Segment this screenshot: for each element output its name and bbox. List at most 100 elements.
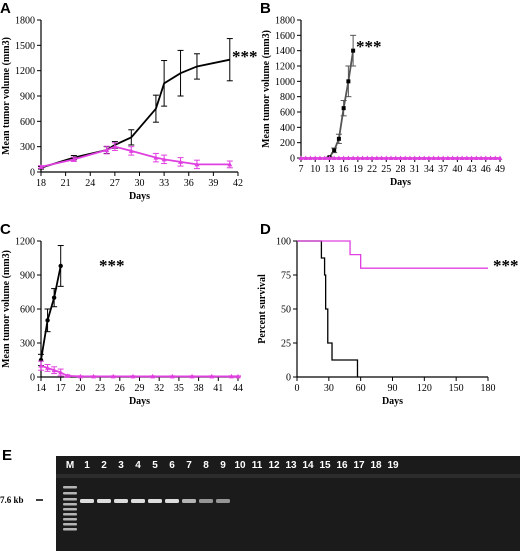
- data-point: [350, 155, 356, 160]
- chart-d: 0 25 50 75 100 0 30 60 90 120 150 180 Days Percent su…: [257, 237, 519, 408]
- lane-label: 7: [186, 460, 192, 471]
- data-point: [104, 147, 110, 153]
- lane-label: 13: [285, 460, 297, 471]
- x-tick-label: 120: [417, 383, 432, 394]
- series-1: [38, 360, 241, 379]
- series-0: [38, 38, 233, 170]
- x-axis-title: Days: [129, 191, 150, 202]
- panel-label-a: A: [0, 0, 11, 17]
- panel-label-d: D: [260, 221, 271, 238]
- series-line: [40, 364, 238, 378]
- x-tick-label: 27: [110, 178, 120, 189]
- y-tick-label: 600: [280, 108, 295, 119]
- dna-band: [80, 499, 94, 503]
- data-point: [421, 155, 427, 160]
- x-tick-label: 30: [135, 178, 145, 189]
- lane-label: 5: [152, 460, 158, 471]
- series-line: [297, 240, 359, 377]
- data-point: [336, 136, 341, 141]
- data-point: [112, 144, 118, 149]
- data-point: [473, 155, 479, 160]
- x-tick-label: 13: [324, 164, 334, 175]
- lane-label: 3: [118, 460, 124, 471]
- y-tick-label: 1800: [15, 16, 35, 27]
- x-tick-label: 14: [36, 383, 46, 394]
- data-point: [209, 373, 215, 379]
- x-axis-title: Days: [382, 396, 403, 407]
- data-point: [194, 161, 200, 167]
- data-point: [374, 155, 380, 160]
- x-tick-label: 10: [310, 164, 320, 175]
- y-tick-label: 900: [20, 92, 35, 103]
- x-tick-label: 37: [438, 164, 448, 175]
- ladder-band: [63, 486, 77, 489]
- series-1: [38, 142, 233, 170]
- data-point: [379, 155, 385, 160]
- data-point: [71, 156, 77, 162]
- data-point: [416, 155, 422, 160]
- y-axis-title: Mean tumor volume (mm3): [1, 250, 12, 368]
- ladder-band: [63, 523, 77, 526]
- data-point: [435, 155, 441, 160]
- x-tick-label: 16: [339, 164, 349, 175]
- data-point: [478, 155, 484, 160]
- x-tick-label: 21: [61, 178, 71, 189]
- data-point: [178, 159, 184, 164]
- y-tick-label: 300: [20, 142, 35, 153]
- dna-band: [131, 499, 145, 503]
- x-tick-label: 32: [154, 383, 164, 394]
- data-point: [440, 155, 446, 160]
- x-tick-label: 180: [481, 383, 496, 394]
- x-tick-label: 42: [233, 178, 243, 189]
- dna-band: [165, 499, 179, 503]
- data-point: [426, 155, 432, 160]
- gel-wells: [56, 474, 520, 478]
- ladder-band: [63, 528, 77, 531]
- y-tick-label: 0: [30, 168, 35, 179]
- ladder-band: [63, 508, 77, 511]
- data-point: [38, 164, 44, 169]
- lane-label: 8: [203, 460, 209, 471]
- data-point: [64, 373, 70, 378]
- y-tick-label: 200: [280, 138, 295, 149]
- y-axis-title: Mean tumor volume (mm3): [261, 30, 272, 148]
- chart-b: 0 200 400 600 800 1000 1200 1400 1600 1800 7 10 13 16…: [261, 16, 505, 189]
- x-tick-label: 43: [467, 164, 477, 175]
- data-point: [469, 155, 475, 160]
- series-line: [40, 265, 62, 361]
- data-point: [388, 155, 394, 160]
- x-tick-label: 44: [233, 383, 243, 394]
- y-tick-label: 900: [20, 271, 35, 282]
- ladder-band: [63, 492, 77, 495]
- y-tick-label: 800: [280, 92, 295, 103]
- x-tick-label: 23: [95, 383, 105, 394]
- series-0: [326, 34, 357, 160]
- lane-label: 15: [319, 460, 331, 471]
- data-point: [153, 155, 159, 160]
- data-point: [150, 373, 156, 379]
- dna-band: [114, 499, 128, 503]
- data-point: [91, 373, 97, 379]
- data-point: [369, 155, 375, 160]
- data-point: [169, 373, 175, 379]
- data-point: [402, 155, 408, 160]
- lane-label: 19: [387, 460, 399, 471]
- ladder-band: [63, 513, 77, 516]
- lane-label: 11: [252, 460, 263, 471]
- lane-label: 2: [101, 460, 107, 471]
- gel-background: [56, 456, 520, 551]
- x-tick-label: 41: [213, 383, 223, 394]
- x-tick-label: 24: [85, 178, 95, 189]
- data-point: [345, 155, 351, 160]
- x-tick-label: 36: [184, 178, 194, 189]
- x-tick-label: 38: [194, 383, 204, 394]
- data-point: [355, 155, 361, 160]
- x-tick-label: 22: [367, 164, 377, 175]
- series-0: [38, 245, 64, 367]
- series-1: [298, 155, 503, 160]
- lane-label: 12: [268, 460, 280, 471]
- series-line: [328, 50, 355, 158]
- data-point: [38, 363, 44, 368]
- x-tick-label: 49: [495, 164, 505, 175]
